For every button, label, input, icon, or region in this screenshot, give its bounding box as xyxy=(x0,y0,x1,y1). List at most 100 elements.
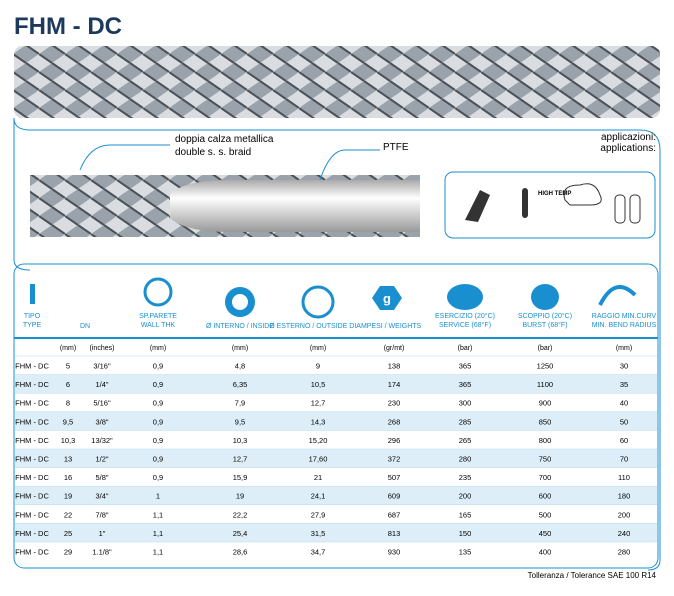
cell: FHM - DC xyxy=(15,510,49,519)
cell: 22,2 xyxy=(233,510,248,519)
cell: 24,1 xyxy=(311,492,326,501)
cell: 13 xyxy=(64,455,72,464)
cell: FHM - DC xyxy=(15,417,49,426)
column-header: PESI / WEIGHTS xyxy=(367,323,422,330)
cell: 25,4 xyxy=(233,529,248,538)
label: double s. s. braid xyxy=(175,147,251,158)
cell: 5/16" xyxy=(93,399,111,408)
icon xyxy=(598,285,637,306)
leader xyxy=(319,149,380,181)
cell: 15,20 xyxy=(309,436,328,445)
icon xyxy=(447,284,483,310)
outline xyxy=(13,117,661,571)
cell: FHM - DC xyxy=(15,529,49,538)
icon xyxy=(563,183,602,206)
cell: 687 xyxy=(388,510,401,519)
column-header: TIPO xyxy=(24,313,41,320)
hose-core xyxy=(170,180,420,232)
cell: FHM - DC xyxy=(15,380,49,389)
cell: 1,1 xyxy=(153,548,163,557)
cell: 28,6 xyxy=(233,548,248,557)
icon xyxy=(232,294,248,310)
cell: 16 xyxy=(64,473,72,482)
column-header: RAGGIO MIN.CURV xyxy=(592,313,657,320)
cell: 40 xyxy=(620,399,628,408)
cell: 50 xyxy=(620,417,628,426)
unit: (mm) xyxy=(616,345,632,352)
cell: 372 xyxy=(388,455,401,464)
column-header: Ø ESTERNO / OUTSIDE DIAM xyxy=(269,323,367,330)
cell: 10,3 xyxy=(61,436,76,445)
cell: 5/8" xyxy=(95,473,108,482)
cell: 1250 xyxy=(537,362,554,371)
cell: 0,9 xyxy=(153,362,163,371)
cell: 12,7 xyxy=(311,399,326,408)
icon xyxy=(372,286,402,310)
unit: (inches) xyxy=(90,345,115,352)
column-header: SCOPPIO (20°C) xyxy=(518,312,572,320)
cell: 0,9 xyxy=(153,380,163,389)
column-header: Ø INTERNO / INSIDE xyxy=(206,323,274,330)
label: doppia calza metallica xyxy=(175,134,274,145)
cell: 15,9 xyxy=(233,473,248,482)
cell: 1100 xyxy=(537,380,553,389)
column-header: SERVICE (68°F) xyxy=(439,321,491,329)
cell: 300 xyxy=(459,399,472,408)
cell: 10,3 xyxy=(233,436,248,445)
column-header: DN xyxy=(80,323,90,330)
cell: 7,9 xyxy=(235,399,245,408)
label: applications: xyxy=(600,143,656,154)
cell: 6,35 xyxy=(233,380,248,389)
cell: 700 xyxy=(539,473,552,482)
cell: 0,9 xyxy=(153,417,163,426)
unit: (bar) xyxy=(458,345,473,352)
cell: 110 xyxy=(618,473,630,482)
icon-text: HIGH TEMP xyxy=(538,191,571,197)
cell: FHM - DC xyxy=(15,362,49,371)
cell: 1/4" xyxy=(95,380,108,389)
cell: 750 xyxy=(539,455,552,464)
cell: 507 xyxy=(388,473,401,482)
icon-text: g xyxy=(383,291,391,306)
cell: FHM - DC xyxy=(15,399,49,408)
cell: 14,3 xyxy=(311,417,326,426)
cell: 280 xyxy=(459,455,472,464)
cell: 3/8" xyxy=(95,417,108,426)
cell: 365 xyxy=(459,362,472,371)
cell: 5 xyxy=(66,362,70,371)
cell: 600 xyxy=(539,492,552,501)
cell: 1/2" xyxy=(95,455,108,464)
row-band xyxy=(15,411,657,431)
cell: 1 xyxy=(156,492,160,501)
column-header: BURST (68°F) xyxy=(522,321,567,329)
title: FHM - DC xyxy=(14,13,122,40)
cell: 280 xyxy=(618,548,631,557)
cell: 9,5 xyxy=(63,417,73,426)
cell: 27,9 xyxy=(311,510,326,519)
cell: FHM - DC xyxy=(15,436,49,445)
outline xyxy=(13,118,31,271)
cell: 180 xyxy=(618,492,631,501)
cell: 31,5 xyxy=(311,529,326,538)
cell: 9,5 xyxy=(235,417,245,426)
cell: FHM - DC xyxy=(15,473,49,482)
cell: 165 xyxy=(459,510,472,519)
cell: 135 xyxy=(459,548,472,557)
column-header: WALL THK xyxy=(141,322,176,329)
cell: 400 xyxy=(539,548,552,557)
cell: 800 xyxy=(539,436,552,445)
cell: 900 xyxy=(539,399,552,408)
icon xyxy=(531,284,559,310)
cell: FHM - DC xyxy=(15,492,49,501)
label: PTFE xyxy=(383,142,409,153)
cell: 1,1 xyxy=(153,529,163,538)
cell: FHM - DC xyxy=(15,548,49,557)
cell: 22 xyxy=(64,510,72,519)
cell: 296 xyxy=(388,436,401,445)
cell: 9 xyxy=(316,362,320,371)
row-band xyxy=(15,374,657,394)
unit: (mm) xyxy=(150,345,166,352)
cell: 19 xyxy=(64,492,72,501)
cell: 285 xyxy=(459,417,472,426)
cell: 1,1 xyxy=(153,510,163,519)
